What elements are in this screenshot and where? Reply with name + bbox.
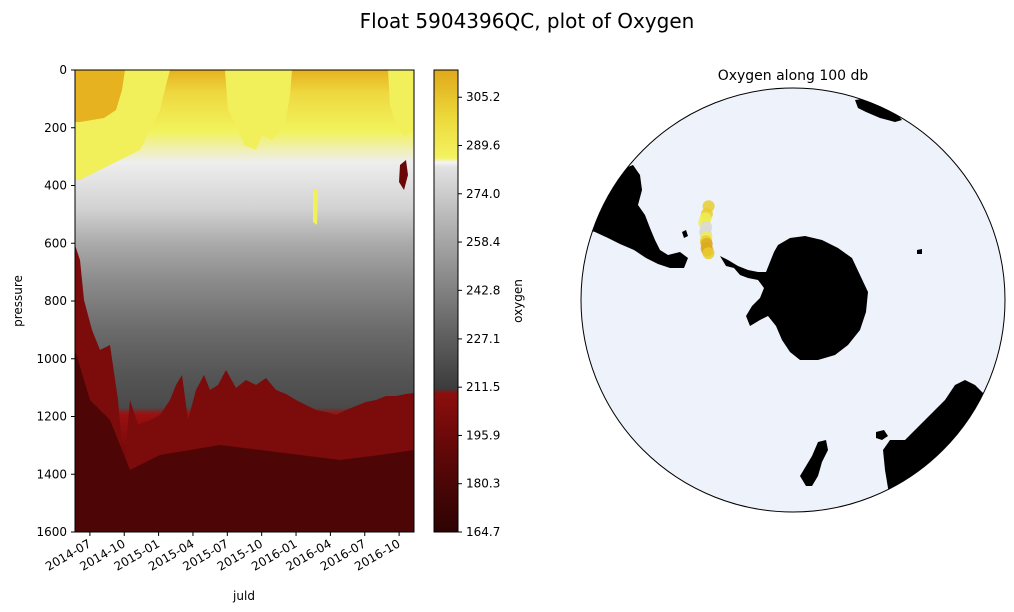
colorbar-tick-label: 211.5 (466, 380, 500, 394)
colorbar-tick-label: 227.1 (466, 332, 500, 346)
colorbar-fill (434, 70, 458, 532)
y-tick-label: 600 (44, 236, 67, 250)
section-image (75, 70, 414, 532)
map-title: Oxygen along 100 db (718, 68, 869, 84)
y-axis-label: pressure (11, 275, 25, 327)
polar-map: Oxygen along 100 db (580, 68, 1006, 513)
colorbar-tick-label: 274.0 (466, 187, 500, 201)
colorbar-frame (433, 69, 459, 533)
y-tick-label: 1200 (36, 410, 67, 424)
y-tick-label: 1400 (36, 467, 67, 481)
section-plot: 0 200 400 600 800 1000 1200 1400 1600 2014-07201… (11, 63, 415, 603)
colorbar-label: oxygen (511, 279, 525, 323)
surface-high-oxygen-3 (388, 70, 414, 136)
float-track-points (698, 200, 715, 260)
madagascar (800, 440, 828, 486)
map-border (580, 87, 1006, 513)
x-axis-label: juld (232, 589, 255, 603)
colorbar-tick-label: 180.3 (466, 477, 500, 491)
yellow-spot (313, 190, 318, 225)
y-tick-label: 200 (44, 121, 67, 135)
y-tick-label: 1000 (36, 352, 67, 366)
figure-title: Float 5904396QC, plot of Oxygen (360, 9, 695, 33)
australia (855, 98, 902, 122)
surface-max-oxygen (75, 70, 125, 122)
y-tick-label: 400 (44, 179, 67, 193)
y-tick-label: 1600 (36, 525, 67, 539)
surface-high-oxygen-2 (225, 70, 292, 150)
colorbar-ticks: 305.2 289.6 274.0 258.4 242.8 227.1 211.5 195.9… (458, 90, 500, 539)
antarctica (720, 236, 868, 360)
island-south-georgia (682, 230, 688, 238)
colorbar-tick-label: 195.9 (466, 428, 500, 442)
colorbar-tick-label: 242.8 (466, 283, 500, 297)
island-small (917, 249, 922, 254)
float-position-point (702, 200, 715, 213)
colorbar-tick-label: 164.7 (466, 525, 500, 539)
colorbar-tick-label: 289.6 (466, 139, 500, 153)
island-kerguelen (876, 430, 888, 440)
colorbar: 305.2 289.6 274.0 258.4 242.8 227.1 211.5 195.9… (433, 69, 525, 539)
y-tick-label: 800 (44, 294, 67, 308)
colorbar-tick-label: 305.2 (466, 90, 500, 104)
y-axis-ticks: 0 200 400 600 800 1000 1200 1400 1600 (36, 63, 75, 539)
float-position-point (702, 247, 715, 260)
colorbar-tick-label: 258.4 (466, 235, 500, 249)
deepest-region (75, 350, 414, 532)
y-tick-label: 0 (59, 63, 67, 77)
x-axis-ticks: 2014-072014-102015-012015-042015-072015-… (43, 532, 403, 574)
anomaly-spot (399, 160, 408, 190)
